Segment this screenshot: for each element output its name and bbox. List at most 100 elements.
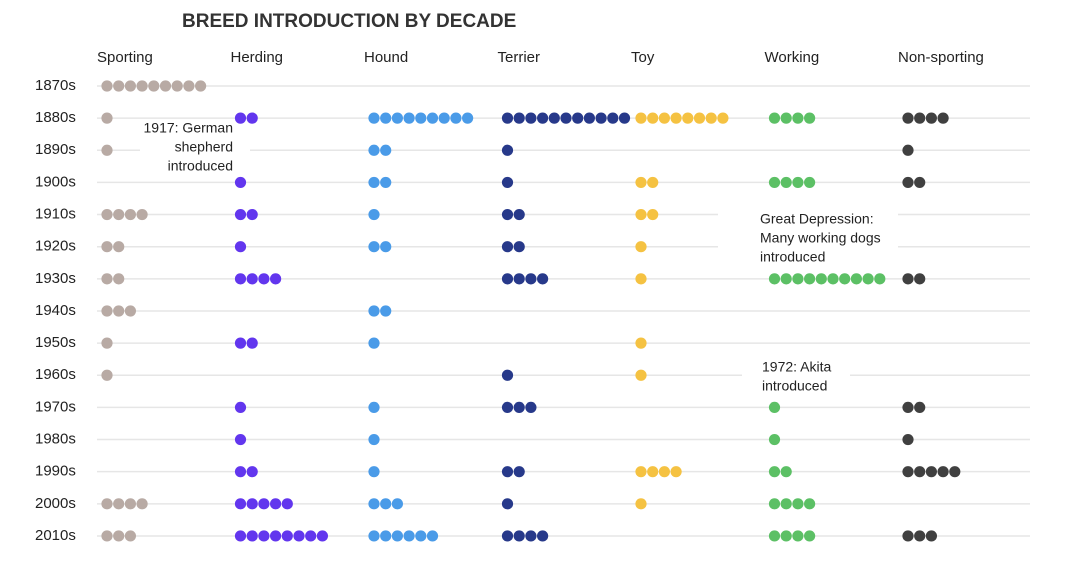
dot — [768, 273, 781, 285]
dot — [583, 112, 596, 124]
dot — [438, 112, 450, 124]
dot — [658, 466, 671, 478]
row-label: 1880s — [35, 109, 76, 126]
dot — [635, 176, 647, 189]
dot — [635, 369, 647, 381]
dot — [136, 80, 148, 92]
column-header: Sporting — [97, 49, 153, 66]
dot — [113, 241, 125, 253]
dot — [246, 337, 258, 349]
dot — [501, 466, 514, 478]
dot — [246, 273, 258, 285]
dot — [124, 80, 136, 92]
dot — [426, 530, 439, 542]
dot — [804, 498, 816, 510]
dot — [380, 498, 392, 510]
dot — [368, 305, 380, 317]
dot — [293, 530, 305, 542]
annotation: introduced — [168, 158, 233, 174]
dot — [537, 530, 549, 542]
dot — [183, 80, 195, 92]
dot — [768, 401, 781, 413]
dot — [501, 530, 514, 542]
dot — [234, 337, 247, 349]
dot — [380, 530, 392, 542]
dot — [101, 80, 113, 92]
column-header: Herding — [231, 49, 284, 66]
dot — [113, 305, 125, 317]
dot — [780, 498, 792, 510]
dot — [914, 530, 926, 542]
dot — [124, 530, 136, 542]
dot — [368, 466, 380, 478]
dot — [780, 530, 792, 542]
column-header: Working — [765, 49, 820, 66]
dot — [768, 466, 781, 478]
dot — [513, 273, 525, 285]
dot — [246, 466, 258, 478]
dot — [792, 112, 804, 124]
dot — [647, 176, 659, 189]
row-label: 1870s — [35, 77, 76, 94]
dot — [368, 530, 380, 542]
dot — [768, 498, 781, 510]
dot — [415, 530, 427, 542]
dot — [101, 305, 113, 317]
dot — [902, 273, 914, 285]
dot — [670, 112, 682, 124]
dot — [792, 498, 804, 510]
dot — [415, 112, 427, 124]
dot — [368, 337, 380, 349]
dot — [246, 530, 258, 542]
dot — [902, 144, 914, 156]
dot — [403, 112, 415, 124]
dot — [914, 112, 926, 124]
row-label: 1890s — [35, 141, 76, 158]
dot — [914, 176, 926, 189]
dot — [391, 498, 403, 510]
dot — [270, 530, 282, 542]
dot — [101, 208, 113, 221]
row-label: 1920s — [35, 238, 76, 255]
dot — [914, 401, 926, 413]
dot — [780, 112, 792, 124]
dot — [234, 401, 247, 413]
dot — [113, 273, 125, 285]
dot — [391, 112, 403, 124]
annotation: Many working dogs — [760, 230, 881, 246]
row-label: 2010s — [35, 527, 76, 544]
dot — [501, 208, 514, 221]
dot — [717, 112, 729, 124]
dot — [827, 273, 839, 285]
row-label: 1900s — [35, 173, 76, 190]
dot — [705, 112, 717, 124]
dot — [647, 208, 659, 221]
dot — [136, 498, 148, 510]
dot — [670, 466, 682, 478]
dot — [101, 144, 113, 156]
column-header: Toy — [631, 49, 655, 66]
dot — [450, 112, 462, 124]
dot — [234, 466, 247, 478]
dot — [258, 530, 270, 542]
dot — [501, 241, 514, 253]
dot — [513, 466, 525, 478]
dot — [368, 498, 380, 510]
dot — [635, 498, 647, 510]
dot — [768, 433, 781, 446]
dot — [501, 176, 514, 189]
dot — [281, 530, 293, 542]
dot — [316, 530, 328, 542]
dot — [246, 208, 258, 221]
dot — [258, 273, 270, 285]
dot — [862, 273, 874, 285]
dot — [195, 80, 207, 92]
dot — [804, 176, 816, 189]
dot — [380, 112, 392, 124]
dot — [171, 80, 183, 92]
dot — [658, 112, 671, 124]
dot — [792, 273, 804, 285]
dot — [501, 144, 514, 156]
row-label: 2000s — [35, 495, 76, 512]
